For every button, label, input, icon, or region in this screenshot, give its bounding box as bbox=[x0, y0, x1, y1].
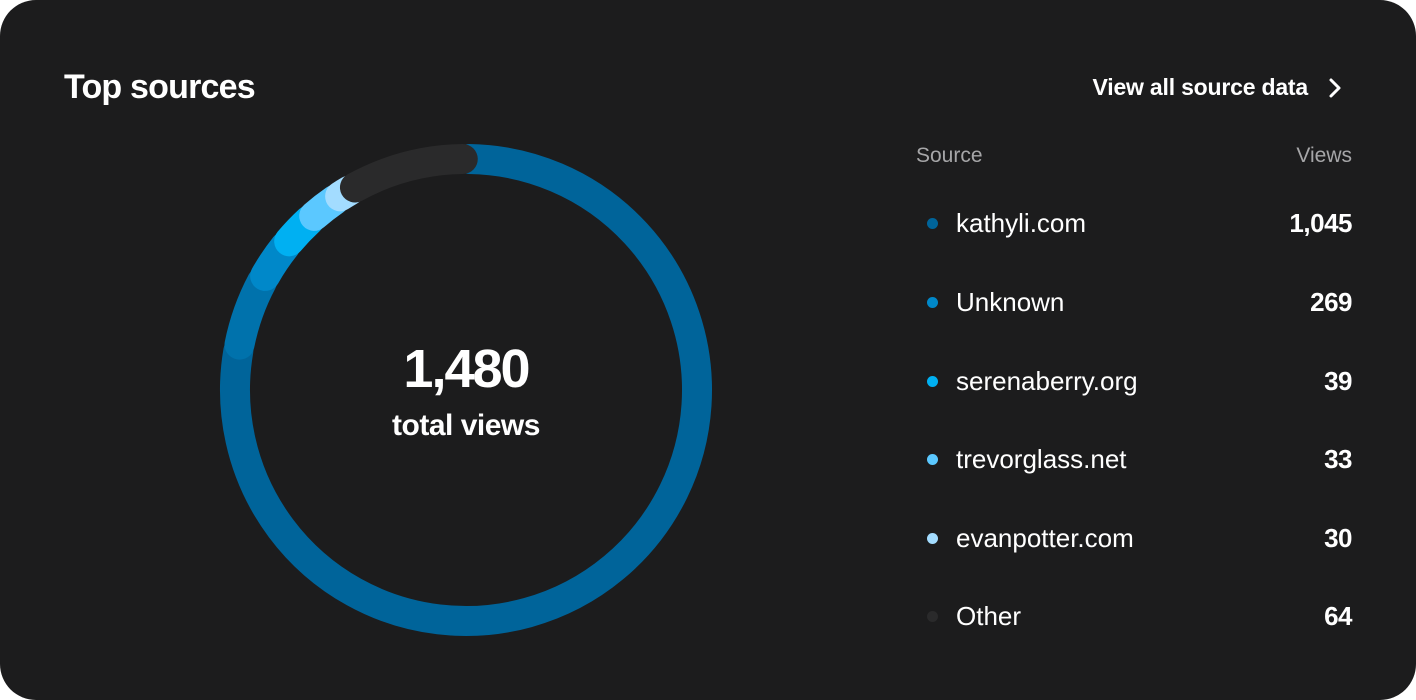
donut-segment bbox=[339, 144, 478, 203]
total-views-label: total views bbox=[392, 409, 540, 442]
source-name: Unknown bbox=[956, 286, 1065, 317]
legend-dot bbox=[927, 217, 938, 229]
view-all-source-data-link[interactable]: View all source data bbox=[1093, 74, 1344, 101]
views-column-header: Views bbox=[1296, 144, 1352, 167]
donut-segment bbox=[220, 144, 712, 636]
table-row[interactable]: Other 64 bbox=[916, 596, 1352, 636]
table-row[interactable]: serenaberry.org 39 bbox=[916, 361, 1352, 401]
sources-table: Source Views kathyli.com 1,045 Unknown 2… bbox=[916, 144, 1352, 631]
table-row[interactable]: trevorglass.net 33 bbox=[916, 439, 1352, 479]
source-views: 39 bbox=[1324, 365, 1352, 396]
source-name: Other bbox=[956, 600, 1022, 631]
card-title: Top sources bbox=[64, 68, 256, 106]
donut-chart bbox=[220, 144, 712, 636]
source-column-header: Source bbox=[916, 144, 983, 167]
legend-dot bbox=[927, 532, 938, 544]
source-name: trevorglass.net bbox=[956, 443, 1127, 474]
source-views: 33 bbox=[1324, 443, 1352, 474]
view-all-label: View all source data bbox=[1092, 74, 1309, 100]
table-row[interactable]: kathyli.com 1,045 bbox=[916, 203, 1352, 243]
table-header: Source Views bbox=[916, 144, 1352, 174]
source-name: evanpotter.com bbox=[956, 522, 1134, 553]
donut-segment bbox=[224, 266, 278, 360]
source-views: 30 bbox=[1324, 522, 1352, 553]
source-name: kathyli.com bbox=[956, 207, 1087, 238]
chevron-right-icon bbox=[1326, 77, 1344, 99]
source-views: 64 bbox=[1324, 600, 1352, 631]
source-views: 1,045 bbox=[1289, 207, 1352, 238]
table-row[interactable]: evanpotter.com 30 bbox=[916, 518, 1352, 558]
legend-dot bbox=[927, 453, 938, 465]
legend-dot bbox=[927, 296, 938, 308]
total-views-value: 1,480 bbox=[403, 339, 530, 399]
legend-dot bbox=[927, 610, 938, 622]
source-name: serenaberry.org bbox=[956, 365, 1138, 396]
table-row[interactable]: Unknown 269 bbox=[916, 282, 1352, 322]
legend-dot bbox=[927, 375, 938, 387]
source-views: 269 bbox=[1310, 286, 1352, 317]
